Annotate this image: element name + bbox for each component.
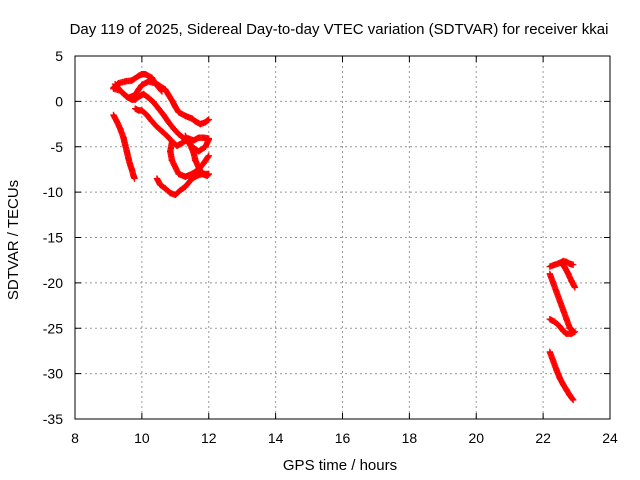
x-axis-label: GPS time / hours — [283, 457, 397, 474]
y-tick-label: -35 — [43, 411, 63, 427]
data-track — [110, 111, 138, 182]
x-tick-label: 12 — [201, 430, 217, 446]
y-tick-label: -20 — [43, 275, 63, 291]
x-tick-label: 8 — [71, 430, 79, 446]
data-point — [570, 396, 577, 404]
y-tick-label: -25 — [43, 320, 63, 336]
data-point — [205, 170, 212, 178]
x-tick-labels: 8 10 12 14 16 18 20 22 24 — [71, 430, 618, 446]
x-tick-label: 24 — [602, 430, 618, 446]
data-points — [110, 70, 579, 404]
y-tick-labels: 5 0 -5 -10 -15 -20 -25 -30 -35 — [43, 48, 63, 427]
data-point — [571, 284, 579, 291]
y-tick-label: 0 — [55, 93, 63, 109]
data-point — [131, 175, 138, 182]
x-tick-label: 16 — [335, 430, 351, 446]
x-tick-label: 20 — [468, 430, 484, 446]
axis-ticks — [74, 55, 611, 420]
data-point — [168, 139, 176, 146]
data-point — [571, 328, 579, 336]
data-track — [546, 315, 579, 337]
data-point — [158, 88, 166, 95]
data-track — [546, 348, 577, 404]
data-point — [569, 395, 576, 403]
y-axis-label: SDTVAR / TECUs — [5, 180, 22, 300]
data-track — [558, 259, 579, 291]
y-tick-label: -30 — [43, 366, 63, 382]
data-point — [570, 261, 577, 268]
data-track — [167, 139, 212, 180]
x-tick-label: 18 — [402, 430, 418, 446]
x-tick-label: 14 — [268, 430, 284, 446]
data-track — [131, 105, 212, 150]
x-tick-label: 22 — [535, 430, 551, 446]
data-track — [546, 270, 577, 335]
data-point — [157, 87, 165, 94]
data-track — [153, 170, 212, 199]
data-point — [205, 116, 212, 123]
data-point — [204, 117, 212, 124]
y-tick-label: 5 — [55, 48, 63, 64]
grid-lines — [75, 56, 610, 419]
data-point — [205, 135, 212, 142]
y-tick-label: -5 — [51, 139, 64, 155]
x-tick-label: 10 — [134, 430, 150, 446]
chart-title: Day 119 of 2025, Sidereal Day-to-day VTE… — [70, 21, 609, 38]
y-tick-label: -15 — [43, 230, 63, 246]
y-tick-label: -10 — [43, 184, 63, 200]
